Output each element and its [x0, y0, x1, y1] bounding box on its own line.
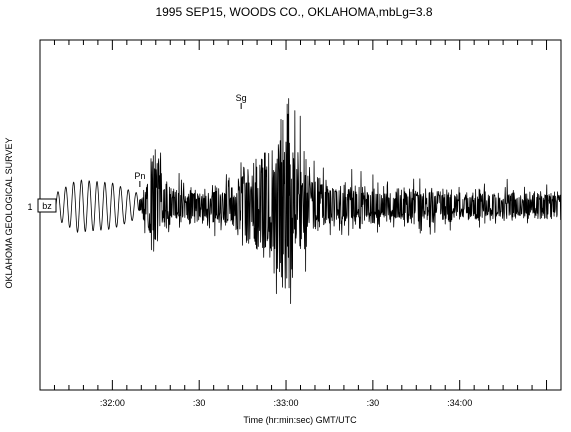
phase-picks: Pn Sg — [134, 93, 247, 187]
seismic-trace — [55, 98, 562, 304]
phase-pick-label-pn: Pn — [134, 171, 145, 181]
x-tick-label: :30 — [367, 398, 380, 408]
x-tick-label: :32:00 — [100, 398, 125, 408]
x-axis-ticks — [39, 40, 562, 390]
chart-title: 1995 SEP15, WOODS CO., OKLAHOMA,mbLg=3.8 — [155, 5, 432, 19]
x-axis-label: Time (hr:min:sec) GMT/UTC — [243, 415, 357, 425]
x-tick-label: :34:00 — [447, 398, 472, 408]
x-axis-tick-labels: :32:00 :30 :33:00 :30 :34:00 — [100, 398, 472, 408]
y-axis-label: OKLAHOMA GEOLOGICAL SURVEY — [4, 137, 14, 288]
trace-channel-label: bz — [42, 201, 52, 211]
phase-pick-label-sg: Sg — [236, 93, 247, 103]
x-tick-label: :33:00 — [274, 398, 299, 408]
trace-label: 1 bz — [27, 198, 57, 213]
trace-number: 1 — [27, 202, 32, 212]
x-tick-label: :30 — [193, 398, 206, 408]
